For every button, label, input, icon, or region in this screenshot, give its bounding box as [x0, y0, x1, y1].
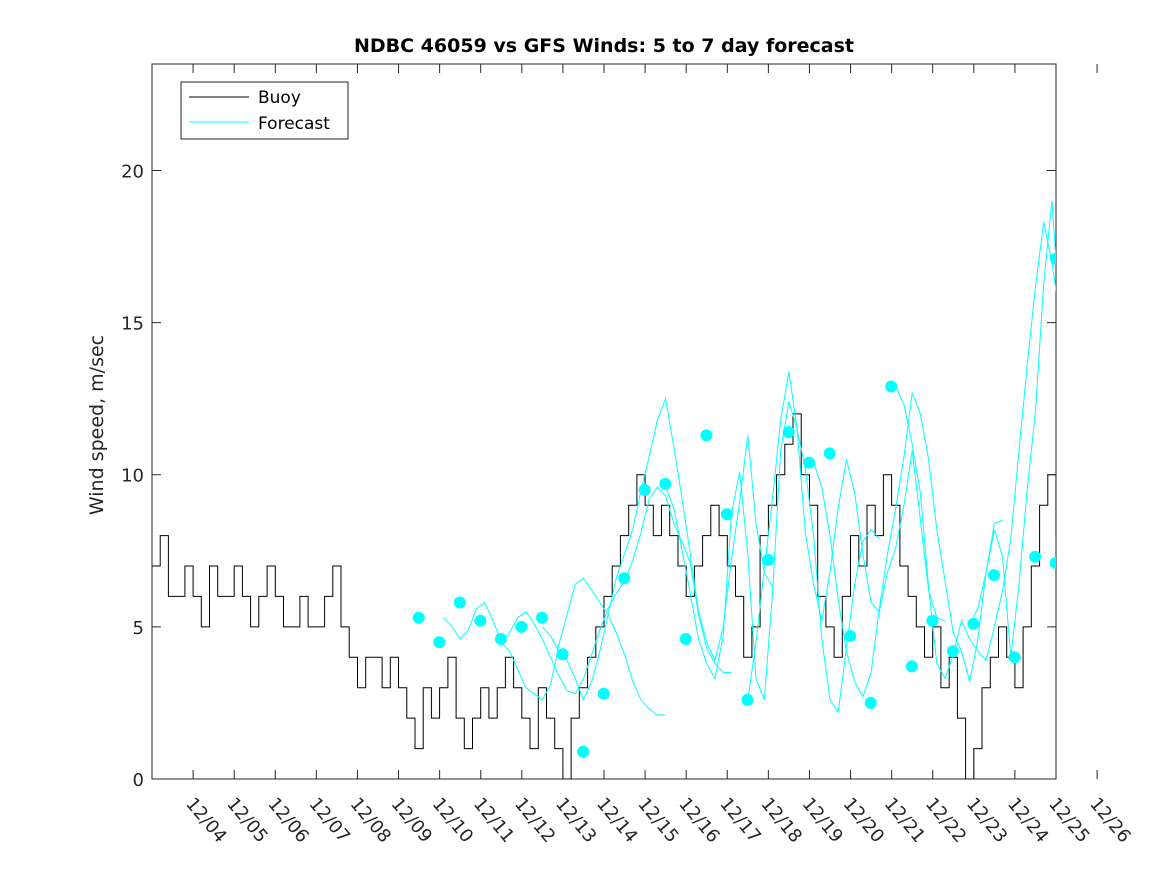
forecast-marker	[412, 611, 425, 624]
y-tick-label: 10	[121, 466, 144, 487]
x-tick-label: 12/15	[633, 794, 682, 847]
series-forecast-line-3	[542, 396, 773, 702]
legend-box	[180, 81, 349, 140]
forecast-marker	[556, 648, 569, 661]
forecast-marker	[864, 696, 877, 709]
x-tick-label: 12/16	[674, 794, 723, 847]
legend: Buoy Forecast	[180, 81, 349, 140]
forecast-marker	[988, 569, 1000, 582]
forecast-marker	[433, 636, 446, 649]
x-tick-label: 12/19	[798, 794, 847, 847]
forecast-marker	[1029, 550, 1042, 563]
marker-layer	[412, 252, 1056, 758]
x-tick-label: 12/20	[839, 794, 888, 847]
forecast-marker	[659, 477, 672, 490]
x-tick-label: 12/11	[469, 794, 518, 847]
forecast-marker	[823, 447, 836, 460]
x-tick-label: 12/14	[592, 794, 641, 847]
x-tick-label: 12/21	[880, 794, 929, 847]
x-tick-label: 12/04	[181, 794, 230, 847]
forecast-marker	[453, 596, 466, 609]
x-tick-label: 12/22	[921, 794, 970, 847]
forecast-marker	[679, 633, 692, 645]
legend-forecast-label: Forecast	[258, 114, 330, 134]
series-forecast-line-5	[747, 371, 946, 700]
forecast-marker	[741, 693, 754, 706]
series-forecast-line-1	[443, 577, 666, 716]
x-tick-label: 12/17	[715, 794, 764, 847]
forecast-marker	[1050, 252, 1056, 265]
forecast-marker	[720, 508, 733, 521]
x-tick-label: 12/05	[222, 794, 271, 847]
legend-buoy-label: Buoy	[258, 88, 301, 108]
forecast-marker	[885, 380, 898, 393]
forecast-marker	[946, 645, 959, 658]
forecast-marker	[844, 630, 857, 642]
forecast-marker	[597, 687, 610, 700]
forecast-marker	[515, 620, 528, 633]
chart-title: NDBC 46059 vs GFS Winds: 5 to 7 day fore…	[354, 35, 854, 57]
forecast-marker	[967, 617, 980, 630]
series-buoy-line	[152, 413, 1056, 779]
forecast-marker	[577, 745, 590, 758]
x-tick-label: 12/09	[387, 794, 436, 847]
x-tick-label: 12/23	[962, 794, 1011, 847]
series-forecast-line-8	[969, 200, 1056, 658]
x-tick-label: 12/07	[305, 794, 354, 847]
forecast-marker	[536, 611, 548, 624]
forecast-marker	[926, 614, 939, 627]
forecast-marker	[782, 426, 795, 439]
forecast-marker	[1049, 557, 1056, 569]
x-tick-label: 12/06	[263, 794, 312, 847]
x-tick-label: 12/25	[1044, 794, 1093, 847]
x-tick-label: 12/12	[510, 794, 559, 847]
plot-area-frame	[151, 63, 1057, 780]
series-layer	[152, 200, 1056, 779]
x-tick-label: 12/18	[757, 794, 806, 847]
series-forecast-line-4	[665, 401, 880, 714]
x-tick-label: 12/13	[551, 794, 600, 847]
x-tick-label: 12/10	[428, 794, 477, 847]
y-axis-label: Wind speed, m/sec	[86, 335, 108, 515]
series-forecast-line-2	[500, 486, 732, 695]
forecast-marker	[638, 484, 651, 496]
forecast-marker	[905, 660, 918, 673]
forecast-marker	[618, 572, 631, 585]
forecast-marker	[1008, 651, 1021, 664]
forecast-marker	[494, 633, 507, 645]
x-tick-label: 12/24	[1003, 794, 1052, 847]
y-tick-label: 15	[121, 314, 144, 335]
forecast-marker	[474, 614, 487, 627]
series-forecast-line-7	[895, 222, 1056, 680]
forecast-marker	[803, 456, 816, 469]
x-tick-label: 12/26	[1085, 794, 1134, 847]
x-tick-label: 12/08	[346, 794, 395, 847]
y-tick-label: 20	[121, 161, 144, 182]
tick-layer: 0510152012/0412/0512/0612/0712/0812/0912…	[121, 64, 1135, 847]
y-tick-label: 5	[133, 618, 144, 639]
y-tick-label: 0	[133, 770, 144, 791]
forecast-marker	[700, 429, 713, 442]
forecast-marker	[762, 553, 774, 566]
